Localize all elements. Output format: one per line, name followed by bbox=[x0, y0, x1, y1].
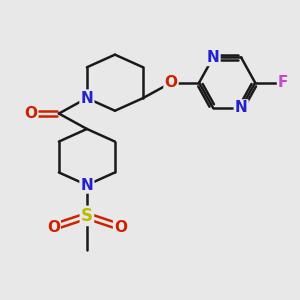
Text: O: O bbox=[114, 220, 127, 235]
Text: O: O bbox=[47, 220, 60, 235]
Text: N: N bbox=[80, 91, 93, 106]
Text: F: F bbox=[278, 75, 288, 90]
Text: N: N bbox=[80, 178, 93, 193]
Text: S: S bbox=[81, 207, 93, 225]
Text: N: N bbox=[207, 50, 220, 65]
Text: O: O bbox=[164, 75, 178, 90]
Text: N: N bbox=[235, 100, 247, 116]
Text: O: O bbox=[24, 106, 37, 121]
